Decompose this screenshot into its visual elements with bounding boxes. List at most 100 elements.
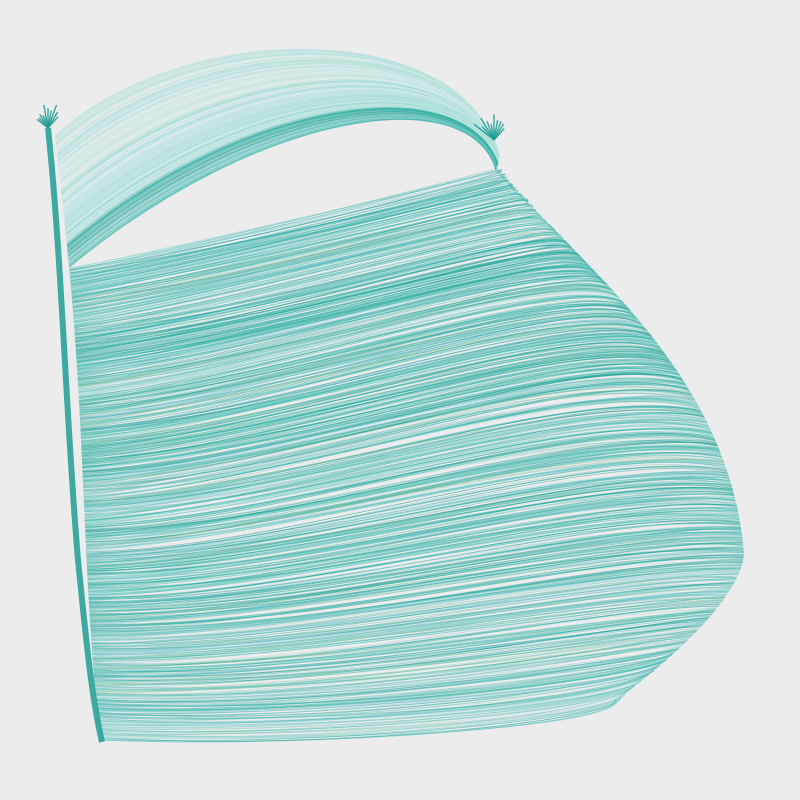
strand <box>85 454 723 545</box>
strand <box>95 644 684 697</box>
strand <box>83 383 691 484</box>
strand <box>77 274 604 377</box>
strand <box>91 572 740 640</box>
strand <box>84 424 712 520</box>
strand <box>69 173 506 273</box>
strand <box>84 421 711 519</box>
strand <box>97 672 652 723</box>
strand <box>87 493 735 578</box>
strand <box>98 683 638 728</box>
strand <box>85 440 718 534</box>
strand <box>68 119 497 268</box>
strand <box>97 668 656 717</box>
strand <box>57 62 495 161</box>
strand <box>85 439 717 531</box>
strand <box>84 422 711 518</box>
strand <box>90 549 744 622</box>
strand <box>82 374 685 475</box>
strand <box>99 699 616 743</box>
strand <box>98 679 643 725</box>
strand <box>76 262 593 365</box>
strand <box>85 452 722 541</box>
strand <box>87 493 735 576</box>
strand <box>88 517 740 596</box>
strand <box>85 449 722 542</box>
strand <box>92 599 724 662</box>
left-spine <box>45 127 105 743</box>
strand <box>88 517 740 597</box>
strand <box>84 423 710 516</box>
strand <box>95 638 689 693</box>
strand <box>91 584 733 650</box>
strand <box>69 180 509 279</box>
strand <box>98 685 635 730</box>
strand <box>70 180 508 279</box>
strand <box>87 500 737 582</box>
strand <box>84 414 706 510</box>
strand <box>86 461 727 553</box>
strand <box>87 491 734 574</box>
strand <box>73 218 548 319</box>
strand <box>55 53 493 145</box>
strand <box>81 356 674 460</box>
strand <box>92 594 727 658</box>
strand <box>83 398 699 498</box>
strand <box>55 53 493 145</box>
strand <box>74 238 565 337</box>
strand <box>72 208 537 309</box>
strand <box>74 234 566 337</box>
strand <box>75 244 573 345</box>
strand <box>80 327 653 433</box>
strand <box>84 413 706 510</box>
strand <box>98 681 640 727</box>
strand <box>89 537 743 612</box>
strand <box>57 64 495 164</box>
strand <box>83 400 700 500</box>
strand <box>57 60 494 157</box>
strand <box>58 69 497 173</box>
strand <box>87 507 738 587</box>
strand <box>57 61 495 158</box>
strand <box>55 52 492 143</box>
strand <box>96 661 665 712</box>
strand <box>97 663 662 713</box>
strand <box>87 497 736 581</box>
left-tip-flare <box>36 104 59 129</box>
strand <box>80 326 650 429</box>
strand <box>79 314 640 417</box>
strand <box>82 377 685 476</box>
strand <box>82 378 686 477</box>
strand <box>59 74 498 183</box>
strand <box>86 466 728 555</box>
strand <box>91 583 734 650</box>
strand <box>93 612 713 672</box>
strand <box>80 339 659 440</box>
flare-line <box>47 105 58 129</box>
strand <box>85 438 717 530</box>
strand <box>90 560 743 631</box>
strand <box>84 417 707 512</box>
strand <box>94 624 703 682</box>
strand <box>74 236 566 338</box>
strand <box>82 380 688 480</box>
strand <box>89 537 743 614</box>
strand <box>58 66 496 167</box>
strand <box>55 55 493 149</box>
strand <box>54 48 491 137</box>
strand <box>59 70 497 175</box>
strand <box>58 67 496 169</box>
strand <box>93 608 717 669</box>
strand <box>96 649 678 704</box>
strand <box>55 52 493 144</box>
strand <box>57 61 495 159</box>
strand <box>77 270 600 373</box>
strand <box>84 409 705 508</box>
strand <box>71 200 528 300</box>
strand <box>74 233 562 333</box>
strand-group <box>54 48 744 743</box>
strand <box>56 57 494 152</box>
strand <box>78 293 620 395</box>
strand <box>94 622 704 680</box>
strand <box>90 558 744 630</box>
strand <box>54 48 491 136</box>
